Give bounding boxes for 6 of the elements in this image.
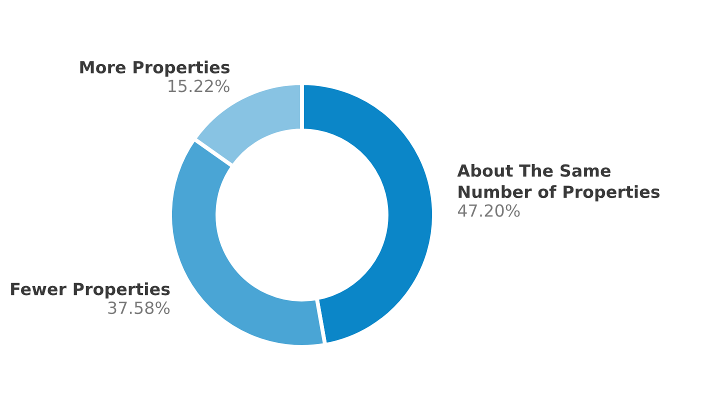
slice-label: About The Same Number of Properties [457,164,660,202]
data-label: 47.20% [458,204,520,217]
slice-label: More Properties [80,60,230,77]
slice-label: Fewer Properties [11,282,170,299]
data-label: 15.22% [168,80,230,92]
data-label: 37.58% [108,301,170,314]
